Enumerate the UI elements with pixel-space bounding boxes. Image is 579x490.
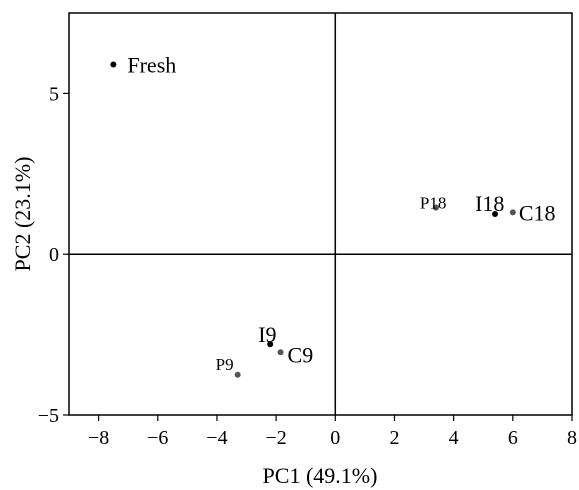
x-tick-label: 6 [508, 427, 518, 449]
x-tick-label: 0 [330, 427, 340, 449]
x-axis-title: PC1 (49.1%) [263, 463, 378, 488]
point-p9 [234, 371, 241, 378]
x-tick-label: −4 [206, 427, 227, 449]
zero-lines [69, 13, 572, 415]
plot-frame [68, 12, 573, 416]
y-tick-label: 0 [49, 244, 59, 266]
point-label-i18: I18 [475, 191, 504, 216]
point-c18 [509, 209, 516, 216]
y-axis-title: PC2 (23.1%) [10, 157, 35, 272]
data-points: Fresh P18 I18 C18 I9 C9 P9 [110, 52, 556, 378]
point-label-fresh: Fresh [127, 52, 176, 77]
x-axis-ticks: −8 −6 −4 −2 0 2 4 6 8 [88, 415, 577, 449]
y-axis-ticks: −5 0 5 [38, 83, 69, 427]
point-i9 [267, 341, 274, 348]
point-p18 [432, 204, 439, 211]
y-tick-label: −5 [38, 405, 59, 427]
point-c9 [277, 349, 284, 356]
x-tick-label: 8 [567, 427, 577, 449]
x-tick-label: 2 [389, 427, 399, 449]
point-fresh [110, 61, 117, 68]
point-label-p18: P18 [420, 194, 446, 213]
y-tick-label: 5 [49, 83, 59, 105]
point-label-c18: C18 [519, 200, 556, 225]
point-label-c9: C9 [288, 342, 314, 367]
x-tick-label: 4 [449, 427, 459, 449]
point-i18 [492, 211, 499, 217]
point-label-i9: I9 [258, 322, 276, 347]
x-tick-label: −8 [88, 427, 109, 449]
point-label-p9: P9 [216, 355, 234, 374]
x-tick-label: −2 [265, 427, 286, 449]
x-tick-label: −6 [147, 427, 168, 449]
